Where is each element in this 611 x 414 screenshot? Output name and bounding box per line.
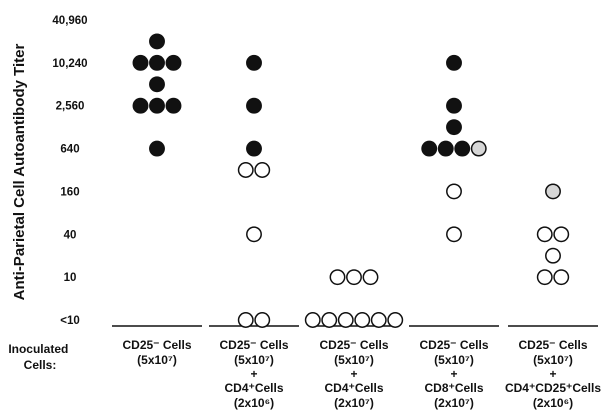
data-point-open xyxy=(254,162,271,178)
data-point-filled xyxy=(165,54,182,71)
group-label-line: (2x10⁷) xyxy=(434,396,474,410)
data-point-open xyxy=(304,312,321,328)
group-label: CD25⁻ Cells (5x10⁷) + CD4⁺Cells (2x10⁶) xyxy=(219,338,288,410)
data-point-open xyxy=(446,226,462,243)
group-label-line: (5x10⁷) xyxy=(137,353,177,367)
group-label-line: CD25⁻ Cells xyxy=(122,338,191,352)
group-label: CD25⁻ Cells (5x10⁷) xyxy=(122,338,191,367)
group-label-line: CD4⁺CD25⁺Cells xyxy=(505,381,601,395)
group-label-line: CD25⁻ Cells xyxy=(219,338,288,352)
data-point-filled xyxy=(149,76,165,93)
group-label-line: CD8⁺Cells xyxy=(424,381,483,395)
y-tick-label: 40,960 xyxy=(52,15,87,27)
data-point-filled xyxy=(446,97,462,114)
data-point-filled xyxy=(132,97,149,114)
data-point-open xyxy=(237,312,254,328)
y-tick-label: 10 xyxy=(64,272,77,284)
data-point-open xyxy=(346,269,362,286)
group-label-line: + xyxy=(250,367,257,381)
group-label-line: (2x10⁷) xyxy=(334,396,374,410)
data-point-filled xyxy=(149,33,165,50)
group-label: CD25⁻ Cells (5x10⁷) + CD4⁺Cells (2x10⁷) xyxy=(319,338,388,410)
data-point-open xyxy=(446,183,462,200)
data-point-open xyxy=(354,312,371,328)
row-label-line-1: Inoculated xyxy=(8,342,68,356)
group-label-line: + xyxy=(450,367,457,381)
group-label-line: CD25⁻ Cells xyxy=(518,338,587,352)
data-point-filled xyxy=(437,140,454,157)
y-tick-label: 640 xyxy=(60,144,79,156)
y-tick-label: <10 xyxy=(60,315,80,327)
data-point-open xyxy=(362,269,379,286)
data-point-filled xyxy=(454,140,471,157)
data-point-filled xyxy=(132,54,149,71)
y-tick-label: 40 xyxy=(64,229,77,241)
group-label-line: CD25⁻ Cells xyxy=(419,338,488,352)
data-point-open xyxy=(321,312,338,328)
row-label-line-2: Cells: xyxy=(24,358,57,372)
data-point-open xyxy=(254,312,271,328)
data-point-filled xyxy=(149,97,165,114)
data-point-filled xyxy=(246,140,262,157)
row-label: Inoculated Cells: xyxy=(8,342,71,372)
group-label-line: + xyxy=(350,367,357,381)
group-label-line: (2x10⁶) xyxy=(533,396,573,410)
data-point-open xyxy=(337,312,354,328)
data-point-dotted xyxy=(545,183,561,200)
data-point-open xyxy=(553,269,570,286)
data-point-open xyxy=(545,247,561,264)
y-tick-label: 10,240 xyxy=(52,58,87,70)
group-label-line: (5x10⁷) xyxy=(234,353,274,367)
data-point-open xyxy=(246,226,262,243)
group-label-line: CD4⁺Cells xyxy=(224,381,283,395)
y-tick-labels: 40,960 10,240 2,560 640 160 40 10 <10 xyxy=(52,15,87,327)
data-point-filled xyxy=(421,140,438,157)
group-label-line: (5x10⁷) xyxy=(334,353,374,367)
data-point-open xyxy=(387,312,404,328)
data-point-open xyxy=(329,269,346,286)
data-point-filled xyxy=(446,119,462,136)
data-point-open xyxy=(536,269,553,286)
y-tick-label: 160 xyxy=(60,186,79,198)
data-point-filled xyxy=(246,97,262,114)
data-point-filled xyxy=(149,140,165,157)
data-point-filled xyxy=(246,54,262,71)
data-point-open xyxy=(370,312,387,328)
group-label-line: + xyxy=(549,367,556,381)
data-point-open xyxy=(553,226,570,243)
data-points xyxy=(132,33,570,328)
data-point-dotted xyxy=(470,140,487,157)
y-axis-label: Anti-Parietal Cell Autoantibody Titer xyxy=(11,43,28,300)
y-tick-label: 2,560 xyxy=(56,101,85,113)
data-point-open xyxy=(536,226,553,243)
group-labels: CD25⁻ Cells (5x10⁷)CD25⁻ Cells (5x10⁷) + CD4… xyxy=(122,338,601,410)
data-point-filled xyxy=(165,97,182,114)
group-label: CD25⁻ Cells (5x10⁷) + CD4⁺CD25⁺Cells (2x10⁶) xyxy=(505,338,601,410)
group-label-line: (2x10⁶) xyxy=(234,396,274,410)
group-label-line: CD4⁺Cells xyxy=(324,381,383,395)
data-point-filled xyxy=(149,54,165,71)
group-label-line: (5x10⁷) xyxy=(434,353,474,367)
group-label: CD25⁻ Cells (5x10⁷) + CD8⁺Cells (2x10⁷) xyxy=(419,338,488,410)
data-point-filled xyxy=(446,54,462,71)
group-label-line: CD25⁻ Cells xyxy=(319,338,388,352)
group-label-line: (5x10⁷) xyxy=(533,353,573,367)
data-point-open xyxy=(237,162,254,178)
